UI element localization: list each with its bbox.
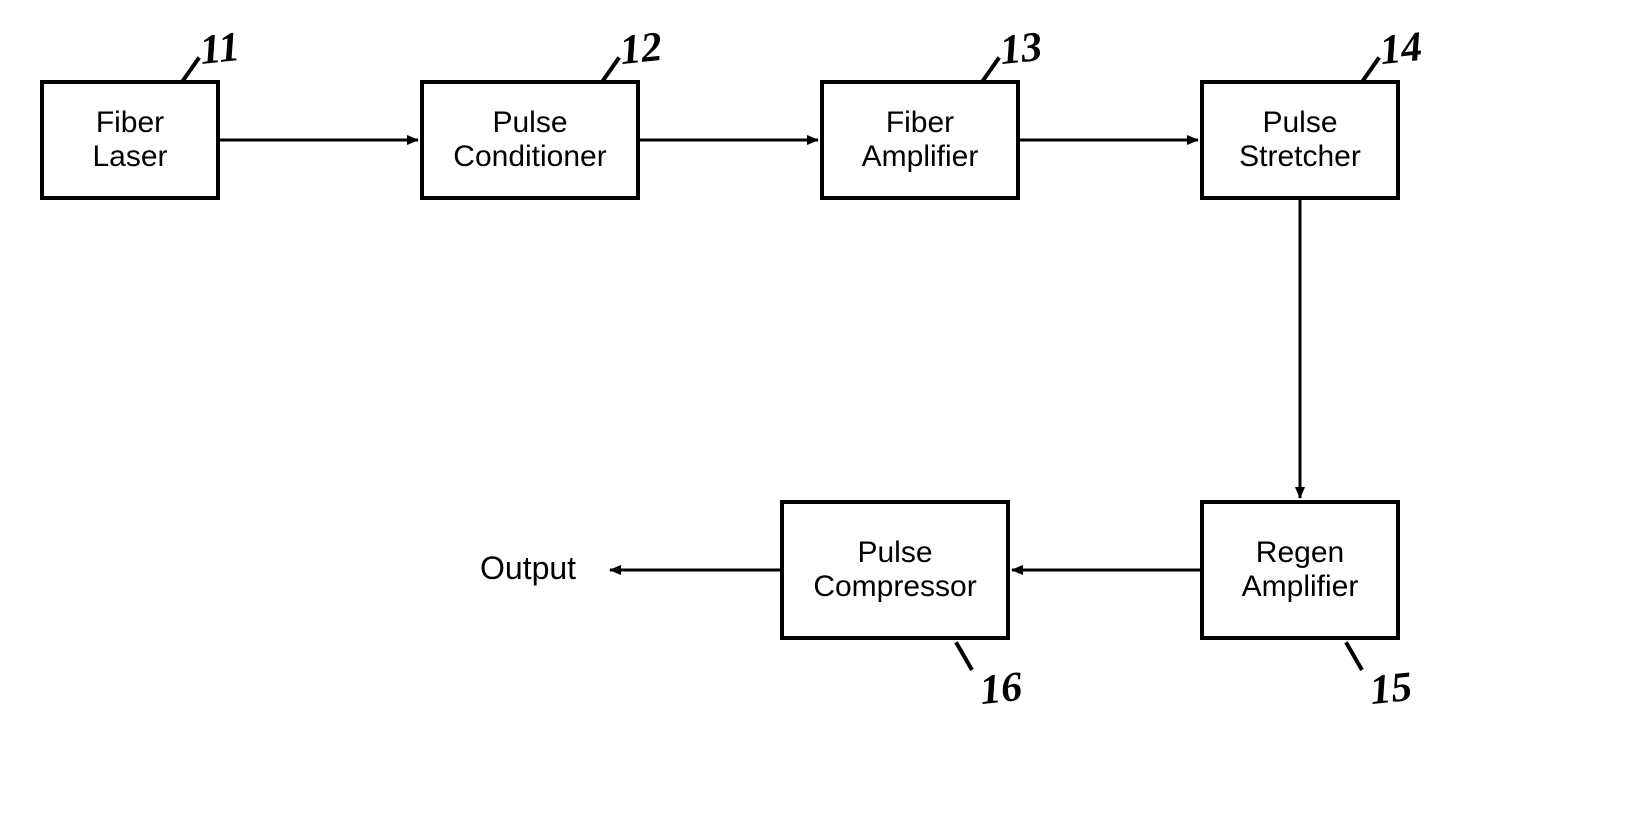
node-label: Regen Amplifier [1242,536,1359,605]
ref-label-11: 11 [198,23,242,75]
ref-label-13: 13 [998,23,1045,75]
ref-label-15: 15 [1368,663,1415,715]
node-n13: Fiber Amplifier [820,80,1020,200]
ref-tick-15 [1344,641,1363,671]
node-n16: Pulse Compressor [780,500,1010,640]
diagram-canvas: Fiber Laser 11 Pulse Conditioner12 Fiber Am… [0,0,1643,820]
ref-label-16: 16 [978,663,1025,715]
ref-label-14: 14 [1378,23,1425,75]
node-n12: Pulse Conditioner [420,80,640,200]
ref-label-12: 12 [618,23,665,75]
node-n14: Pulse Stretcher [1200,80,1400,200]
node-label: Pulse Stretcher [1239,106,1361,175]
node-label: Fiber Amplifier [862,106,979,175]
ref-tick-16 [954,641,973,671]
node-label: Pulse Compressor [813,536,976,605]
node-label: Pulse Conditioner [453,106,606,175]
node-n11: Fiber Laser [40,80,220,200]
node-label: Fiber Laser [92,106,167,175]
node-n15: Regen Amplifier [1200,500,1400,640]
output-label: Output [480,550,576,587]
